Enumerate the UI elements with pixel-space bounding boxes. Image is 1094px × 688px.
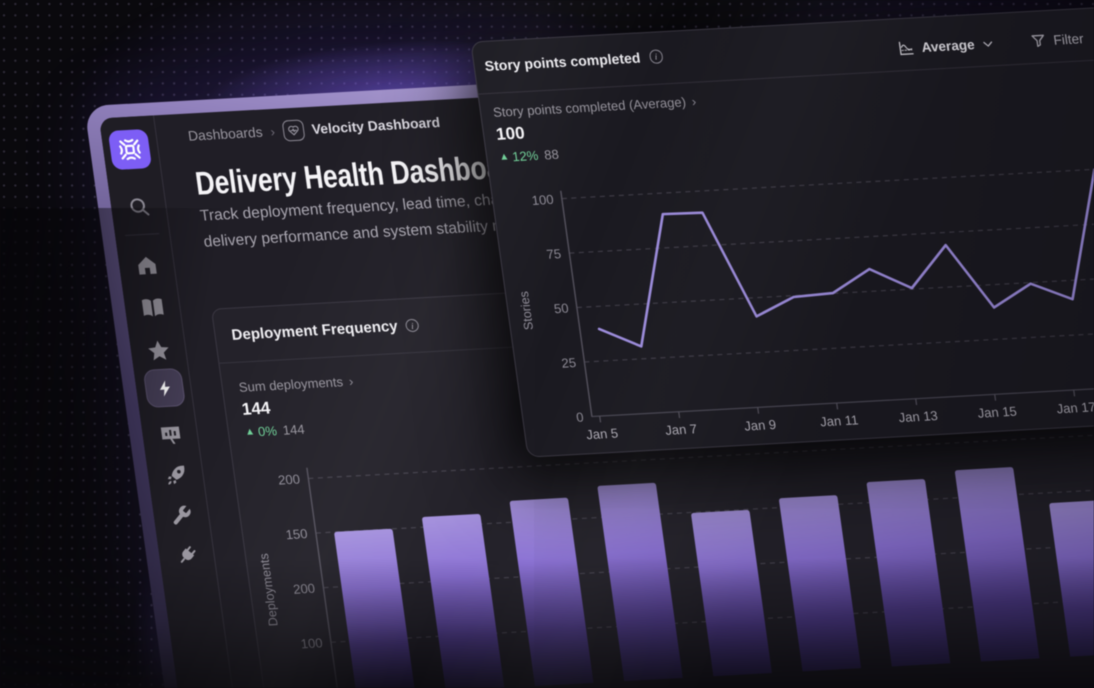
- svg-text:200: 200: [292, 581, 316, 597]
- svg-text:Stories: Stories: [517, 291, 536, 331]
- svg-text:150: 150: [285, 526, 309, 542]
- svg-text:75: 75: [545, 246, 562, 262]
- svg-text:Jan 15: Jan 15: [977, 404, 1018, 421]
- svg-text:Jan 5: Jan 5: [585, 426, 619, 443]
- svg-text:Jan 13: Jan 13: [898, 408, 939, 425]
- svg-text:Jan 7: Jan 7: [664, 421, 698, 438]
- svg-text:Jan 17: Jan 17: [1056, 399, 1094, 416]
- svg-text:100: 100: [531, 192, 555, 208]
- svg-text:Jan 11: Jan 11: [819, 412, 859, 429]
- svg-text:Jan 9: Jan 9: [743, 417, 777, 434]
- svg-text:25: 25: [561, 355, 578, 371]
- svg-text:Deployments: Deployments: [257, 553, 281, 627]
- svg-text:200: 200: [277, 472, 301, 488]
- svg-text:100: 100: [300, 635, 324, 651]
- svg-text:0: 0: [575, 410, 584, 425]
- svg-text:50: 50: [553, 301, 570, 317]
